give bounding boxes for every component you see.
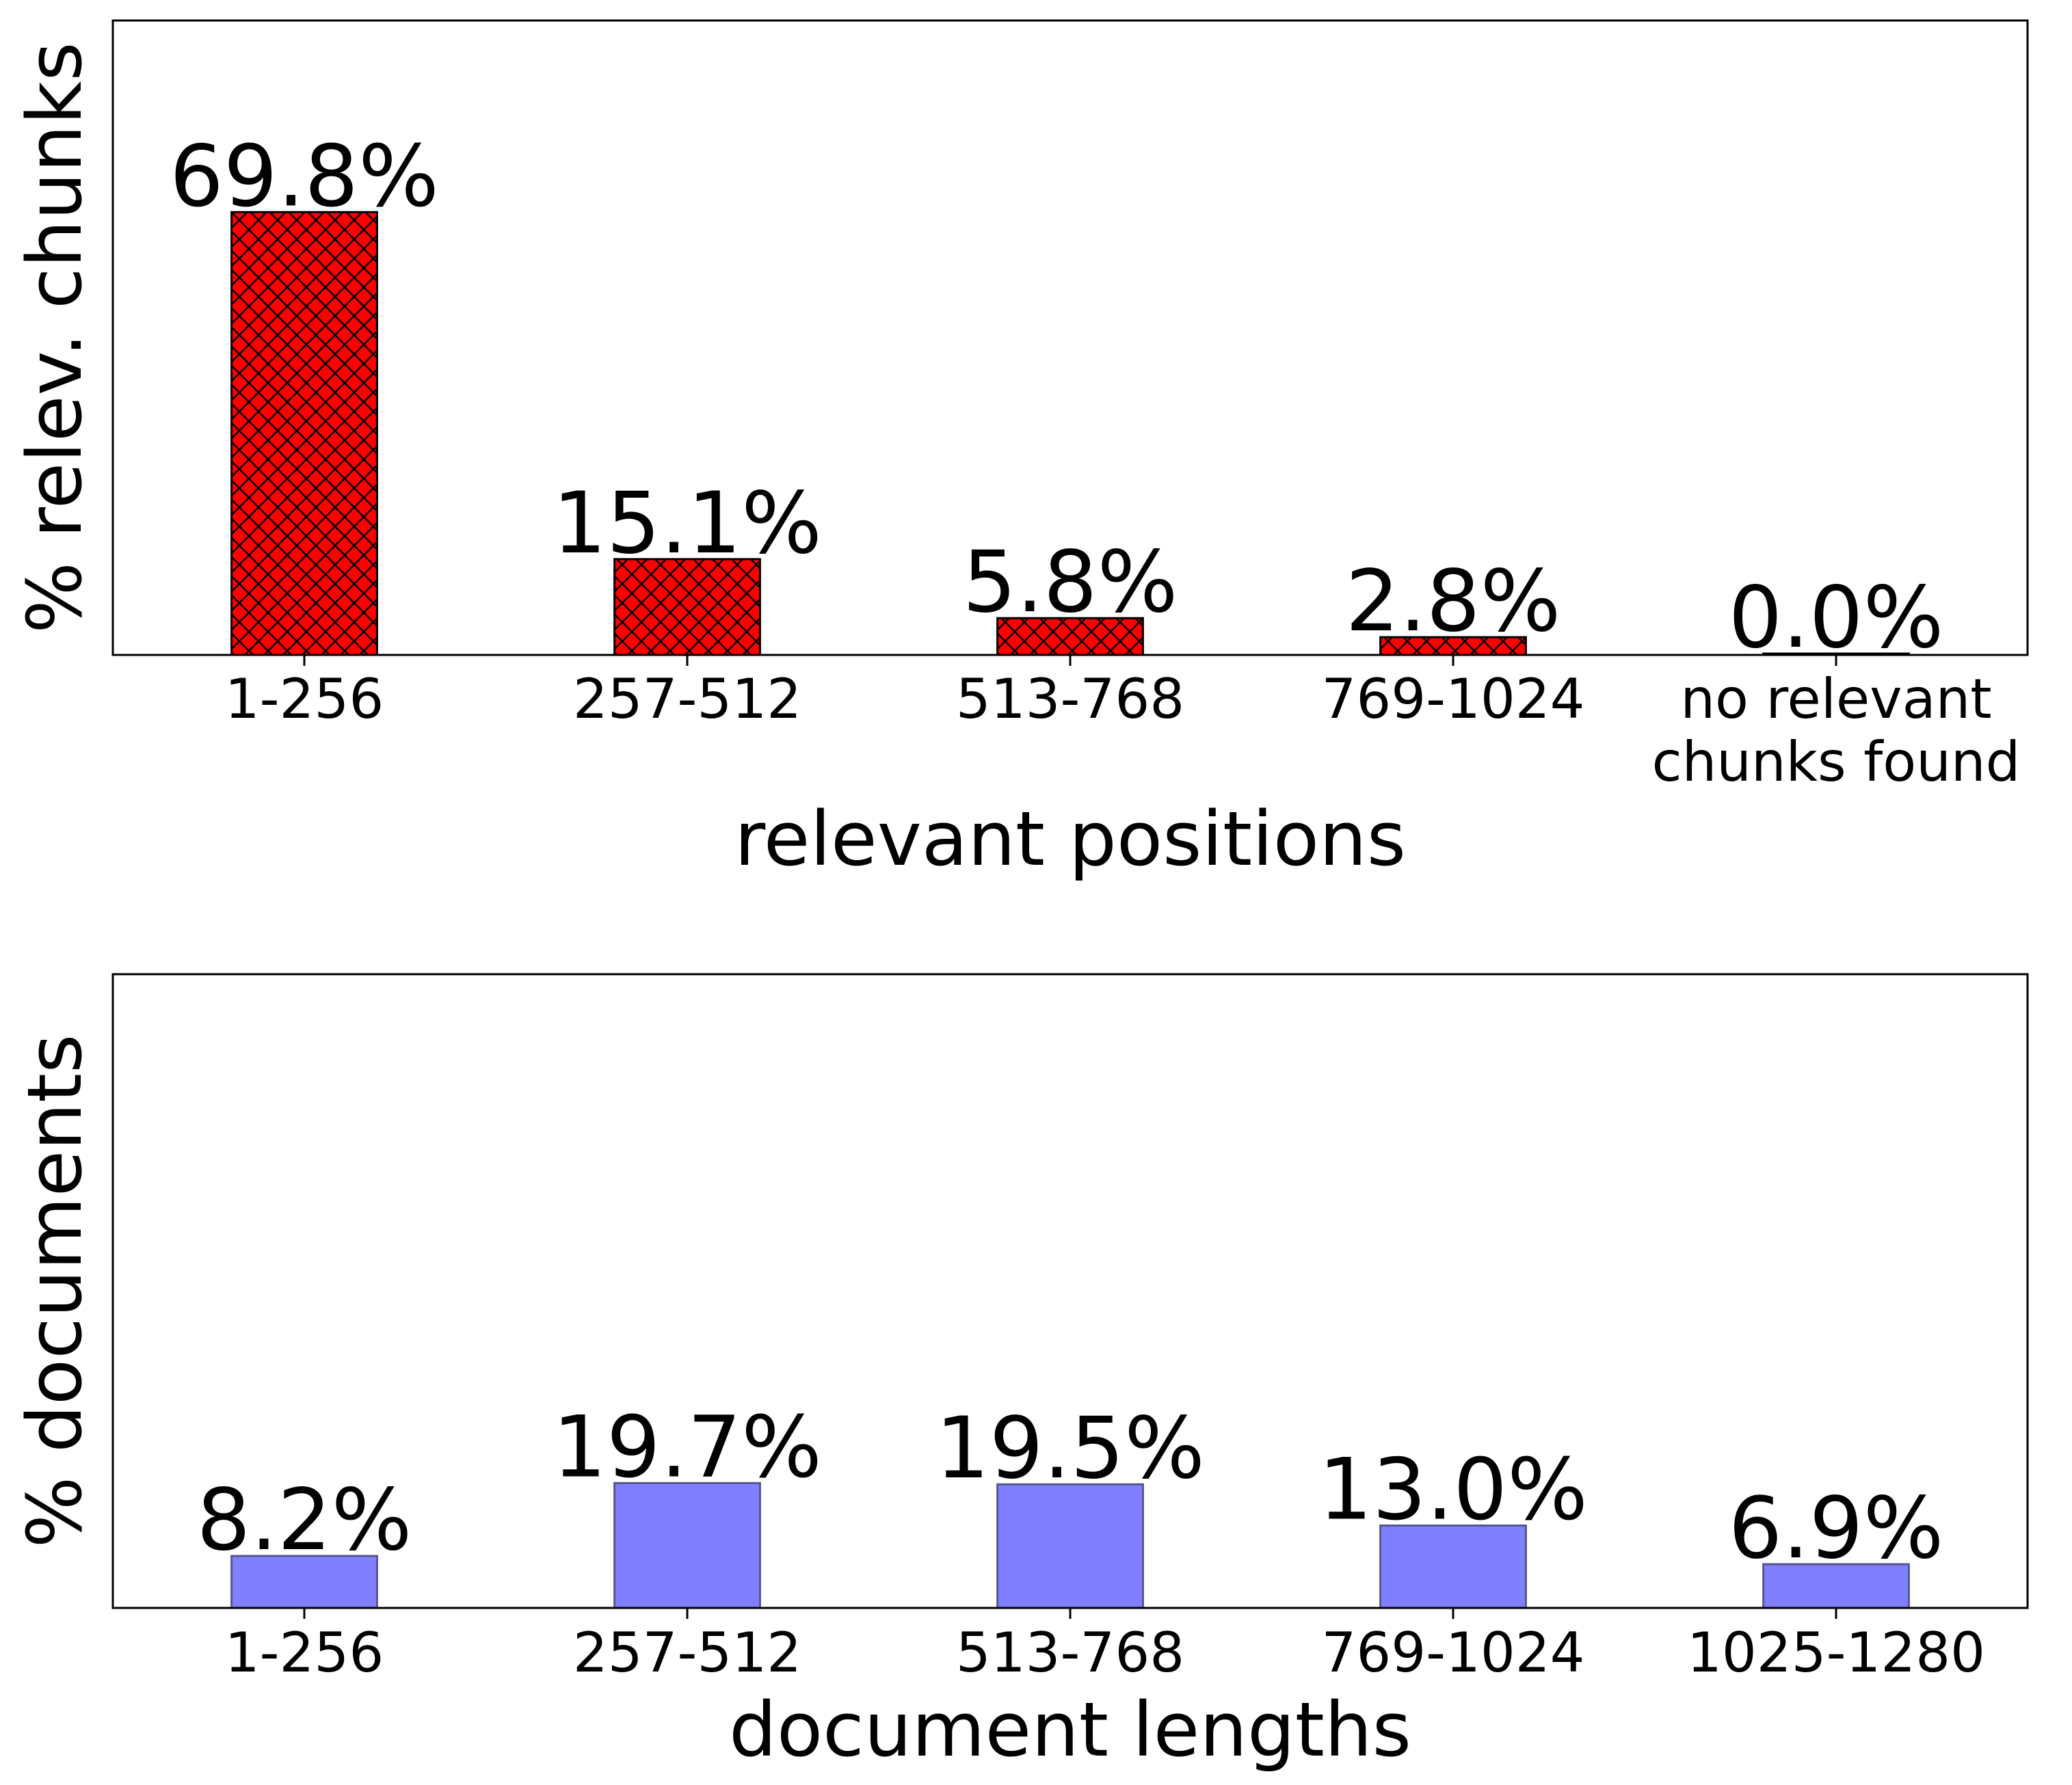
bar-3: [996, 1483, 1144, 1609]
bar-1: [230, 211, 378, 656]
x-tick-label-4: 769-1024: [1321, 667, 1584, 731]
value-label-3: 5.8%: [962, 533, 1178, 632]
bar-4: [1379, 636, 1527, 656]
x-tick-label-2: 257-512: [573, 667, 801, 731]
bar-1: [230, 1555, 378, 1609]
value-label-4: 2.8%: [1345, 552, 1560, 651]
x-tick-label-1: 1-256: [225, 1621, 384, 1685]
plot-frame: [111, 19, 2029, 656]
y-axis-title: % relev. chunks: [11, 42, 98, 633]
value-label-5: 6.9%: [1728, 1479, 1943, 1578]
value-label-2: 19.7%: [553, 1398, 822, 1497]
x-tick-label-5: 1025-1280: [1687, 1621, 1985, 1685]
x-tick-label-2: 257-512: [573, 1621, 801, 1685]
bar-3: [996, 617, 1144, 656]
value-label-1: 69.8%: [170, 127, 439, 226]
x-axis-title: document lengths: [729, 1686, 1411, 1773]
x-tick-label-3: 513-768: [956, 667, 1184, 731]
value-label-2: 15.1%: [553, 474, 822, 573]
x-tick-label-1: 1-256: [225, 667, 384, 731]
x-tick-label-5: no relevant chunks found: [1652, 667, 2021, 794]
value-label-5: 0.0%: [1728, 569, 1943, 667]
x-tick-label-4: 769-1024: [1321, 1621, 1584, 1685]
y-axis-title: % documents: [11, 1034, 98, 1548]
bar-2: [613, 1481, 761, 1609]
value-label-4: 13.0%: [1318, 1440, 1588, 1539]
value-label-3: 19.5%: [935, 1399, 1205, 1498]
bar-4: [1379, 1524, 1527, 1609]
plot-frame: [111, 973, 2029, 1609]
x-tick-label-3: 513-768: [956, 1621, 1184, 1685]
chart-panel-2: 8.2% 1-256 19.7% 257-512 19.5% 513-768 13.0% 76…: [11, 973, 2029, 1773]
bar-2: [613, 558, 761, 656]
value-label-1: 8.2%: [196, 1471, 412, 1570]
chart-panel-1: 69.8% 1-256 15.1% 257-512 5.8% 513-768 2.8% 769…: [11, 19, 2029, 883]
x-axis-title: relevant positions: [734, 795, 1406, 883]
